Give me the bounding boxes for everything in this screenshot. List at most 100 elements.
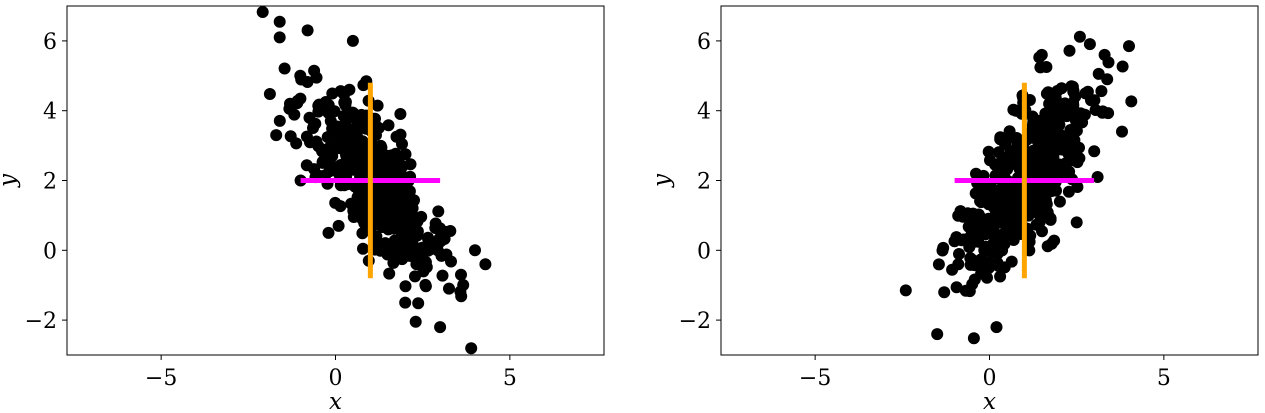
scatter-point <box>396 138 408 150</box>
x-tick-label: 0 <box>983 366 997 391</box>
scatter-point <box>394 108 407 120</box>
scatter-point <box>412 297 425 310</box>
scatter-point <box>1095 85 1108 98</box>
scatter-point <box>273 15 286 28</box>
scatter-point <box>402 186 415 199</box>
scatter-point <box>1042 142 1055 155</box>
scatter-point <box>316 156 329 169</box>
scatter-point <box>304 136 316 149</box>
scatter-point <box>976 217 989 230</box>
scatter-point <box>288 108 301 121</box>
scatter-point <box>1098 48 1111 61</box>
scatter-point <box>991 247 1004 260</box>
scatter-point <box>391 243 404 256</box>
scatter-point <box>382 204 395 216</box>
scatter-point <box>1048 111 1061 124</box>
scatter-point <box>338 96 351 109</box>
scatter-point <box>994 133 1007 146</box>
scatter-point <box>992 146 1005 159</box>
scatter-point <box>434 321 447 334</box>
scatter-point <box>1063 44 1076 57</box>
scatter-point <box>331 136 344 149</box>
scatter-point <box>989 158 1002 171</box>
scatter-point <box>1070 216 1083 229</box>
scatter-point <box>393 222 406 235</box>
scatter-point <box>1054 137 1067 150</box>
scatter-point <box>1091 171 1104 183</box>
scatter-point <box>954 205 967 218</box>
scatter-point <box>445 255 457 268</box>
scatter-point <box>357 242 369 255</box>
scatter-point <box>399 280 412 293</box>
scatter-point <box>322 226 335 239</box>
y-tick-label: 4 <box>697 100 711 125</box>
scatter-point <box>948 235 961 248</box>
scatter-point <box>429 217 442 230</box>
scatter-point <box>1102 107 1115 120</box>
scatter-point <box>990 321 1003 334</box>
scatter-point <box>406 202 419 215</box>
y-tick-label: 0 <box>43 239 57 264</box>
scatter-point <box>420 261 433 274</box>
scatter-point <box>374 244 387 257</box>
scatter-point <box>1054 168 1067 181</box>
scatter-point <box>1003 217 1016 230</box>
x-tick-label: 0 <box>329 366 343 391</box>
scatter-points <box>899 30 1138 345</box>
scatter-point <box>998 261 1011 274</box>
scatter-point <box>343 83 356 96</box>
scatter-point <box>312 105 325 118</box>
y-tick-label: 2 <box>43 170 57 195</box>
scatter-point <box>1027 191 1039 203</box>
scatter-point <box>294 69 307 82</box>
x-tick-label: 5 <box>503 366 517 391</box>
y-tick-label: 0 <box>697 239 711 264</box>
scatter-point <box>409 270 421 283</box>
scatter-point <box>399 296 412 309</box>
scatter-point <box>404 158 417 171</box>
scatter-point <box>294 174 307 187</box>
scatter-point <box>342 150 355 163</box>
scatter-point <box>989 188 1002 201</box>
scatter-point <box>1051 85 1064 97</box>
x-tick-label: −5 <box>799 366 831 391</box>
scatter-point <box>270 129 283 142</box>
scatter-point <box>382 119 395 132</box>
y-tick-label: −2 <box>25 309 57 334</box>
scatter-point <box>465 342 478 355</box>
scatter-point <box>1064 154 1077 167</box>
y-axis-label: y <box>0 173 21 188</box>
scatter-point <box>455 268 467 281</box>
scatter-point <box>320 147 333 160</box>
x-axis-label: x <box>983 389 996 413</box>
scatter-point <box>444 225 457 237</box>
scatter-point <box>322 106 335 119</box>
scatter-point <box>980 240 992 253</box>
scatter-point <box>263 88 276 100</box>
scatter-point <box>995 205 1008 218</box>
scatter-point <box>1062 185 1075 198</box>
scatter-point <box>394 128 407 141</box>
scatter-point <box>301 24 314 37</box>
scatter-point <box>946 263 959 276</box>
scatter-point <box>273 114 286 127</box>
y-tick-label: 4 <box>43 100 57 125</box>
scatter-point <box>1045 237 1058 250</box>
scatter-point <box>1035 48 1048 61</box>
scatter-point <box>392 196 405 209</box>
scatter-point <box>1116 125 1128 138</box>
scatter-point <box>1073 30 1086 43</box>
scatter-point <box>1059 97 1071 110</box>
scatter-point <box>1053 195 1066 208</box>
y-tick-label: 6 <box>697 30 711 55</box>
x-tick-label: −5 <box>145 366 177 391</box>
scatter-point <box>408 226 421 239</box>
scatter-point <box>337 110 350 122</box>
x-axis-label: x <box>329 389 342 413</box>
scatter-point <box>422 237 435 250</box>
scatter-point <box>389 147 402 160</box>
scatter-point <box>419 280 432 293</box>
scatter-point <box>394 209 407 222</box>
scatter-point <box>1116 60 1129 73</box>
